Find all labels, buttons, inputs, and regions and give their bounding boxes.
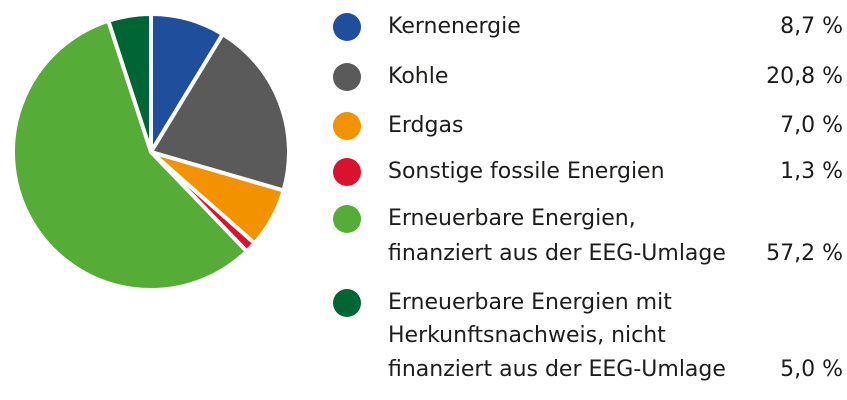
legend-label-erneuerbare-herkunft-line3: finanziert aus der EEG-Umlage [388,357,726,382]
legend-item-erdgas: Erdgas 7,0 % [333,109,843,143]
legend-value-erdgas: 7,0 % [780,113,843,138]
legend-swatch-sonstige-fossile [333,158,361,186]
pie-slice-kohle [149,32,291,193]
pie-slice-erneuerbare-eeg [11,18,249,292]
legend-label-erneuerbare-eeg-line2: finanziert aus der EEG-Umlage [388,241,726,266]
legend-swatch-kohle [333,63,361,91]
legend-label-sonstige-fossile: Sonstige fossile Energien [388,159,665,184]
legend-label-erdgas: Erdgas [388,113,464,138]
legend-value-kernenergie: 8,7 % [780,14,843,39]
legend-swatch-kernenergie [333,13,361,41]
legend-label-kernenergie: Kernenergie [388,14,521,39]
pie-chart [11,12,291,292]
legend-label-erneuerbare-herkunft-line2: Herkunftsnachweis, nicht [388,323,666,348]
legend-item-erneuerbare-eeg: Erneuerbare Energien, finanziert aus der… [333,202,843,270]
legend-value-erneuerbare-herkunft: 5,0 % [780,357,843,382]
pie-slice-erneuerbare-herkunft [106,12,153,154]
legend-value-erneuerbare-eeg: 57,2 % [766,241,843,266]
legend-item-kernenergie: Kernenergie 8,7 % [333,10,843,44]
legend-label-erneuerbare-herkunft-line1: Erneuerbare Energien mit [388,290,672,315]
legend-label-erneuerbare-eeg-line1: Erneuerbare Energien, [388,206,636,231]
legend-label-kohle: Kohle [388,64,449,89]
legend-item-kohle: Kohle 20,8 % [333,60,843,94]
legend-swatch-erdgas [333,112,361,140]
legend-item-sonstige-fossile: Sonstige fossile Energien 1,3 % [333,155,843,189]
legend-swatch-erneuerbare-eeg [333,205,361,233]
legend-swatch-erneuerbare-herkunft [333,289,361,317]
legend-item-erneuerbare-herkunft: Erneuerbare Energien mit Herkunftsnachwe… [333,286,843,390]
legend-value-kohle: 20,8 % [766,64,843,89]
legend-value-sonstige-fossile: 1,3 % [780,159,843,184]
